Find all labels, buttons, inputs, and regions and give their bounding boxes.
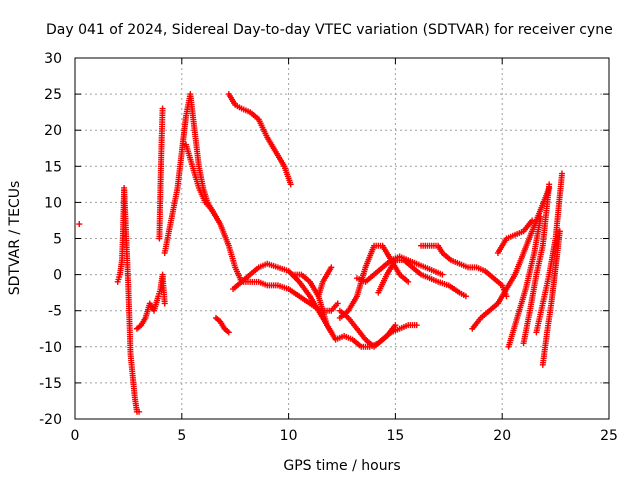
- series-pass-p: [469, 184, 553, 332]
- y-tick-label: 20: [44, 123, 62, 139]
- data-points: [76, 91, 566, 415]
- data-point: [328, 264, 335, 271]
- series-pass-t: [533, 170, 566, 336]
- series-pass-q: [494, 217, 536, 256]
- series-pass-a: [114, 184, 143, 415]
- series-pass-l: [336, 307, 420, 350]
- x-tick-label: 25: [600, 428, 618, 444]
- x-axis-label: GPS time / hours: [283, 458, 400, 474]
- series-pass-u: [539, 228, 563, 368]
- data-point: [556, 228, 563, 235]
- series-pass-j: [315, 264, 335, 300]
- y-tick-label: -15: [39, 376, 62, 392]
- series-pass-g: [212, 314, 232, 336]
- x-tick-label: 5: [177, 428, 186, 444]
- y-tick-label: 10: [44, 195, 62, 211]
- y-tick-label: 5: [53, 232, 62, 248]
- data-point: [287, 181, 294, 188]
- data-point: [159, 105, 166, 112]
- series-pass-n: [375, 257, 469, 300]
- data-point: [76, 221, 83, 228]
- data-point: [529, 217, 536, 224]
- data-point: [559, 170, 566, 177]
- y-tick-label: -10: [39, 340, 62, 356]
- y-tick-label: 15: [44, 159, 62, 175]
- x-tick-label: 10: [280, 428, 298, 444]
- x-tick-label: 0: [71, 428, 80, 444]
- data-point: [334, 300, 341, 307]
- y-tick-label: 25: [44, 87, 62, 103]
- y-axis-label: SDTVAR / TECUs: [7, 181, 23, 296]
- y-tick-label: 0: [53, 268, 62, 284]
- data-point: [136, 408, 143, 415]
- data-point: [161, 300, 168, 307]
- data-point: [225, 329, 232, 336]
- series-pass-m: [353, 253, 446, 285]
- series-pass-b: [133, 271, 168, 332]
- series-pass-k: [336, 242, 412, 321]
- series-pass-r: [505, 213, 544, 350]
- series-pass-e: [183, 141, 341, 314]
- chart-title: Day 041 of 2024, Sidereal Day-to-day VTE…: [46, 22, 613, 38]
- x-tick-label: 15: [386, 428, 404, 444]
- data-point: [413, 322, 420, 329]
- x-tick-label: 20: [493, 428, 511, 444]
- y-axis-ticks: -20 -15 -10 -5 0 5 10 15 20 25 30: [39, 51, 609, 428]
- y-tick-label: 30: [44, 51, 62, 67]
- series-pass-s: [520, 181, 553, 347]
- data-point: [405, 278, 412, 285]
- data-point: [546, 181, 553, 188]
- data-point: [537, 213, 544, 220]
- data-point: [439, 271, 446, 278]
- series-spike-c: [156, 105, 166, 242]
- y-tick-label: -5: [48, 304, 62, 320]
- series-pass-o: [418, 242, 510, 300]
- data-point: [462, 293, 469, 300]
- x-axis-ticks: 0 5 10 15 20 25: [71, 58, 618, 444]
- data-point: [392, 322, 399, 329]
- series-pass-d: [161, 91, 219, 256]
- y-tick-label: -20: [39, 412, 62, 428]
- series-pass-f: [225, 91, 294, 188]
- series-isolated: [76, 221, 83, 228]
